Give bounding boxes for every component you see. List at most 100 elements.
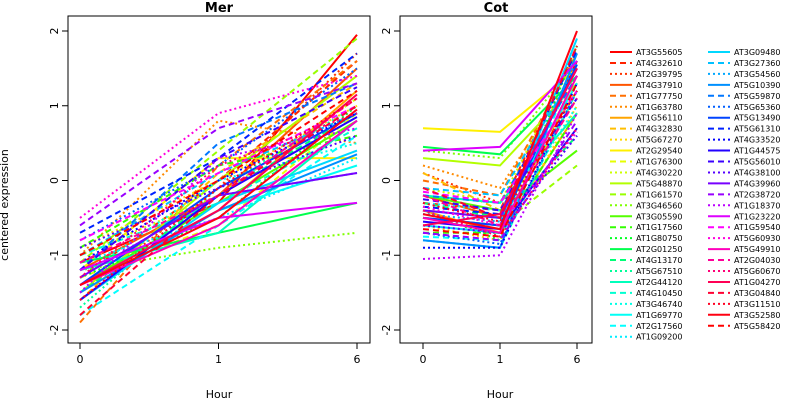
series-line	[79, 104, 358, 316]
legend-label: AT5G61310	[734, 125, 780, 134]
legend-label: AT3G46560	[636, 201, 682, 210]
series-line	[422, 97, 578, 227]
legend-label: AT3G55605	[636, 48, 682, 57]
y-tick-label: 2	[48, 28, 61, 35]
panel-title: Cot	[484, 1, 509, 16]
x-axis-label-mer: Hour	[206, 388, 233, 400]
legend-label: AT1G61570	[636, 190, 682, 199]
legend-label: AT1G80750	[636, 234, 682, 243]
series-line	[422, 75, 578, 234]
legend-label: AT4G38100	[734, 168, 780, 177]
legend-label: AT4G39960	[734, 179, 780, 188]
y-tick-label: 2	[380, 28, 393, 35]
legend-label: AT5G13490	[734, 114, 780, 123]
legend-label: AT4G30220	[636, 168, 682, 177]
legend-label: AT3G04840	[734, 289, 780, 298]
y-tick-label: 0	[380, 177, 393, 184]
legend-label: AT3G09480	[734, 48, 780, 57]
series-line	[422, 67, 578, 197]
series-line	[422, 105, 578, 242]
series-line	[79, 104, 358, 242]
series-line	[422, 90, 578, 204]
series-line	[79, 67, 358, 242]
plot-frame	[399, 15, 593, 344]
legend-label: AT4G10450	[636, 289, 682, 298]
legend-label: AT1G63780	[636, 103, 682, 112]
x-tick-label: 6	[574, 353, 581, 366]
legend-label: AT5G65360	[734, 103, 780, 112]
panel-mer: Mer -2 -1 0 1 2 0 1 6	[48, 1, 371, 366]
legend-label: AT5G67510	[636, 267, 682, 276]
series-line	[79, 52, 358, 234]
series-line	[422, 82, 578, 238]
legend-label: AT1G23220	[734, 212, 780, 221]
legend-label: AT5G48870	[636, 179, 682, 188]
series-line	[422, 60, 578, 152]
legend-label: AT1G44575	[734, 147, 780, 156]
series-line	[79, 134, 358, 249]
series-line	[422, 120, 578, 242]
x-tick-label: 0	[420, 353, 427, 366]
series-line	[79, 112, 358, 264]
y-tick-label: -2	[380, 325, 393, 336]
y-axis-label: centered expression	[0, 149, 11, 261]
legend-label: AT4G33520	[734, 136, 780, 145]
legend-label: AT5G60930	[734, 234, 780, 243]
legend-label: AT1G09200	[636, 333, 682, 342]
x-tick-label: 6	[354, 353, 361, 366]
legend-label: AT1G59540	[734, 223, 780, 232]
legend-label: AT2G44120	[636, 278, 682, 287]
legend-label: AT5G59870	[734, 92, 780, 101]
legend-label: AT5G56010	[734, 158, 780, 167]
series-line	[79, 93, 358, 286]
legend-label: AT3G27360	[734, 59, 780, 68]
x-tick-label: 0	[77, 353, 84, 366]
legend-label: AT2G17560	[636, 322, 682, 331]
legend-label: AT3G54560	[734, 70, 780, 79]
legend-label: AT5G67270	[636, 136, 682, 145]
series-line	[79, 89, 358, 257]
series-line	[79, 142, 358, 279]
legend-label: AT5G49910	[734, 245, 780, 254]
legend-label: AT1G76300	[636, 158, 682, 167]
legend-label: AT5G60670	[734, 267, 780, 276]
legend-label: AT2G29540	[636, 147, 682, 156]
legend-label: AT1G77750	[636, 92, 682, 101]
y-tick-label: 1	[48, 102, 61, 109]
series-line	[79, 86, 358, 271]
series-line	[422, 60, 578, 160]
y-tick-label: -2	[48, 325, 61, 336]
series-line	[422, 127, 578, 238]
legend-label: AT1G56110	[636, 114, 682, 123]
legend-label: AT1G04270	[734, 278, 780, 287]
series-line	[79, 108, 358, 286]
legend-label: AT1G17560	[636, 223, 682, 232]
y-tick-label: -1	[380, 250, 393, 261]
series-line	[79, 60, 358, 324]
series-line	[422, 135, 578, 234]
series-line	[422, 45, 578, 242]
series-line	[422, 131, 578, 227]
legend-label: AT2G04030	[734, 256, 780, 265]
y-tick-label: -1	[48, 250, 61, 261]
series-line	[422, 67, 578, 227]
legend-label: AT2G01250	[636, 245, 682, 254]
legend-label: AT2G38720	[734, 190, 780, 199]
legend-label: AT1G18370	[734, 201, 780, 210]
legend-label: AT3G05590	[636, 212, 682, 221]
x-axis-label-cot: Hour	[487, 388, 514, 400]
series-line	[422, 97, 578, 220]
legend-label: AT3G52580	[734, 311, 780, 320]
series-line	[79, 104, 358, 249]
y-tick-label: 0	[48, 177, 61, 184]
series-line	[422, 30, 578, 231]
series-line	[422, 149, 578, 212]
y-tick-label: 1	[380, 102, 393, 109]
series-line	[79, 127, 358, 257]
legend-label: AT5G10390	[734, 81, 780, 90]
legend: AT3G55605 AT4G32610 AT2G39795 AT4G37910 AT1G…	[610, 48, 780, 342]
series-line	[422, 90, 578, 246]
panel-cot: Cot -2 -1 0 1 2 0 1 6	[380, 1, 593, 366]
series-line	[422, 112, 578, 260]
